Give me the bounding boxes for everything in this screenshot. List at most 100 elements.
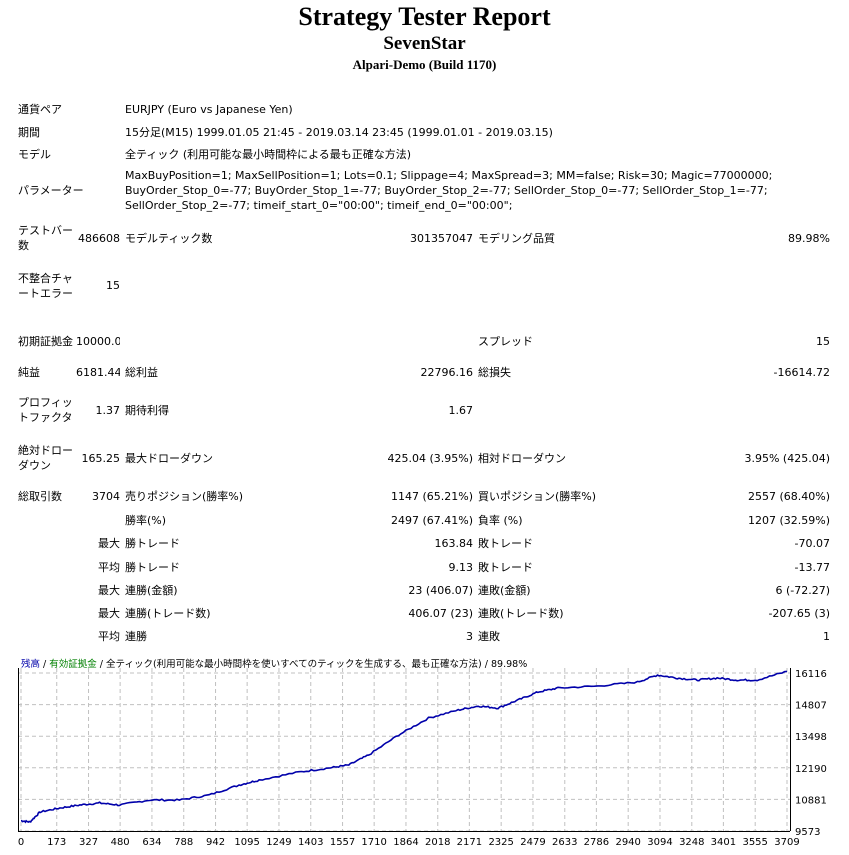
x-tick-label: 3555 [742, 837, 767, 848]
stat-value [320, 309, 473, 325]
stat-value: 最大 [98, 536, 120, 550]
stat-value: 3704 [92, 490, 120, 503]
stat-value: 2557 (68.40%) [747, 490, 830, 503]
stat-label: 不整合チャートエラー [18, 271, 73, 300]
stat-row: 平均 勝トレード 9.13 敗トレード -13.77 [18, 555, 830, 579]
stat-label: 連勝 [125, 630, 147, 643]
info-row: モデル 全ティック (利用可能な最小時間枠による最も正確な方法) [18, 143, 830, 166]
stat-label: 売りポジション(勝率%) [125, 490, 244, 503]
x-tick-label: 1095 [234, 837, 259, 848]
stat-label: 連敗(トレード数) [478, 607, 564, 620]
chart-legend: 残高 / 有効証拠金 / 全ティック(利用可能な最小時間枠を使いすべてのティック… [21, 656, 527, 670]
stat-value: 22796.16 [420, 365, 474, 379]
x-tick-label: 2633 [552, 837, 577, 848]
info-value: MaxBuyPosition=1; MaxSellPosition=1; Lot… [125, 168, 773, 212]
balance-line [21, 670, 788, 824]
x-tick-label: 173 [47, 837, 66, 848]
x-tick-label: 1249 [266, 837, 291, 848]
stat-value: 301357047 [410, 231, 473, 245]
stat-row: 純益 6181.44 総利益 22796.16 総損失 -16614.72 [18, 357, 830, 387]
stat-value: 1207 (32.59%) [747, 514, 830, 527]
stat-label [473, 309, 673, 325]
stat-label: 総利益 [125, 365, 158, 379]
stat-label [18, 555, 76, 579]
stat-label [18, 602, 76, 625]
stat-value [673, 309, 830, 325]
info-row: 期間 15分足(M15) 1999.01.05 21:45 - 2019.03.1… [18, 121, 830, 143]
stat-value [320, 262, 473, 309]
y-tick-label: 10881 [795, 795, 827, 806]
stat-value: 486608 [78, 231, 120, 245]
stat-value: 425.04 (3.95%) [387, 451, 473, 465]
stat-value [76, 510, 120, 531]
x-tick-label: 3094 [647, 837, 672, 848]
stat-label: 相対ドローダウン [478, 451, 566, 465]
stat-value: 平均 [98, 630, 120, 643]
stat-label: プロフィットファクタ [18, 396, 73, 424]
legend-sep: / [40, 659, 50, 670]
stat-value: 15 [816, 334, 830, 348]
stat-label [473, 387, 673, 433]
stat-value: 3 [466, 630, 473, 643]
stat-value: 165.25 [81, 451, 121, 465]
info-row: パラメーター MaxBuyPosition=1; MaxSellPosition=… [18, 166, 830, 214]
stat-label: 期待利得 [125, 403, 169, 417]
stat-value: -16614.72 [773, 365, 830, 379]
stat-label [120, 325, 320, 357]
stat-label: モデリング品質 [478, 231, 555, 245]
stat-label [18, 579, 76, 602]
stat-value: -207.65 (3) [768, 607, 830, 620]
stat-value: 最大 [98, 607, 120, 620]
stat-label: 敗トレード [478, 536, 533, 550]
stat-value: 3.95% (425.04) [744, 451, 830, 465]
stat-value: 1 [823, 630, 830, 643]
stat-label [120, 262, 320, 309]
stat-label: 連敗(金額) [478, 584, 531, 597]
stat-value: 1.37 [95, 403, 121, 417]
x-tick-label: 3709 [774, 837, 799, 848]
stat-label: 勝トレード [125, 560, 180, 574]
legend-equity: 有効証拠金 [49, 659, 97, 670]
stat-row: 絶対ドローダウン 165.25 最大ドローダウン 425.04 (3.95%) 相対ドロ… [18, 433, 830, 483]
x-tick-label: 0 [18, 837, 24, 848]
stat-value: 2497 (67.41%) [390, 514, 473, 527]
info-label: 通貨ペア [18, 103, 62, 116]
x-tick-label: 2325 [488, 837, 513, 848]
x-tick-label: 1557 [330, 837, 355, 848]
report-table: 通貨ペア EURJPY (Euro vs Japanese Yen) 期間 15分足(… [18, 98, 830, 648]
stat-label: 連勝(トレード数) [125, 607, 211, 620]
stat-row: 不整合チャートエラー 15 [18, 262, 830, 309]
x-tick-label: 3401 [711, 837, 736, 848]
stat-row: 最大 連勝(金額) 23 (406.07) 連敗(金額) 6 (-72.27) [18, 579, 830, 602]
stat-value: 10000.00 [76, 334, 120, 348]
stat-row: 平均 連勝 3 連敗 1 [18, 625, 830, 648]
stat-label [18, 510, 76, 531]
stat-row: 勝率(%) 2497 (67.41%) 負率 (%) 1207 (32.59%) [18, 510, 830, 531]
stat-value: 6 (-72.27) [775, 584, 830, 597]
x-tick-label: 480 [111, 837, 130, 848]
x-tick-label: 2786 [584, 837, 609, 848]
stat-value: -70.07 [794, 536, 830, 550]
legend-sep: / [96, 659, 107, 670]
stat-value: 15 [106, 279, 120, 292]
chart-svg: 0 173 327 480 634 788 942 1095 1249 1403 1557 1710 1… [18, 668, 827, 848]
y-tick-label: 16116 [795, 669, 827, 680]
stat-value: 89.98% [788, 231, 830, 245]
stat-label: 最大ドローダウン [125, 451, 213, 465]
x-tick-label: 1403 [298, 837, 323, 848]
info-value: EURJPY (Euro vs Japanese Yen) [125, 103, 293, 116]
stat-value: 6181.44 [76, 365, 120, 379]
stat-value: 406.07 (23) [408, 607, 473, 620]
stat-value: 23 (406.07) [408, 584, 473, 597]
legend-model: 全ティック(利用可能な最小時間枠を使いすべてのティックを生成する、最も正確な方法… [106, 659, 482, 670]
x-tick-label: 327 [79, 837, 98, 848]
x-tick-label: 634 [142, 837, 161, 848]
stat-row: 最大 連勝(トレード数) 406.07 (23) 連敗(トレード数) -207.65 (… [18, 602, 830, 625]
stat-label [473, 262, 673, 309]
stat-label: 純益 [18, 365, 40, 379]
stat-label: 総取引数 [18, 490, 62, 503]
y-tick-label: 9573 [795, 827, 820, 838]
x-tick-label: 788 [174, 837, 193, 848]
stat-row: プロフィットファクタ 1.37 期待利得 1.67 [18, 387, 830, 433]
stat-value: 最大 [98, 584, 120, 597]
